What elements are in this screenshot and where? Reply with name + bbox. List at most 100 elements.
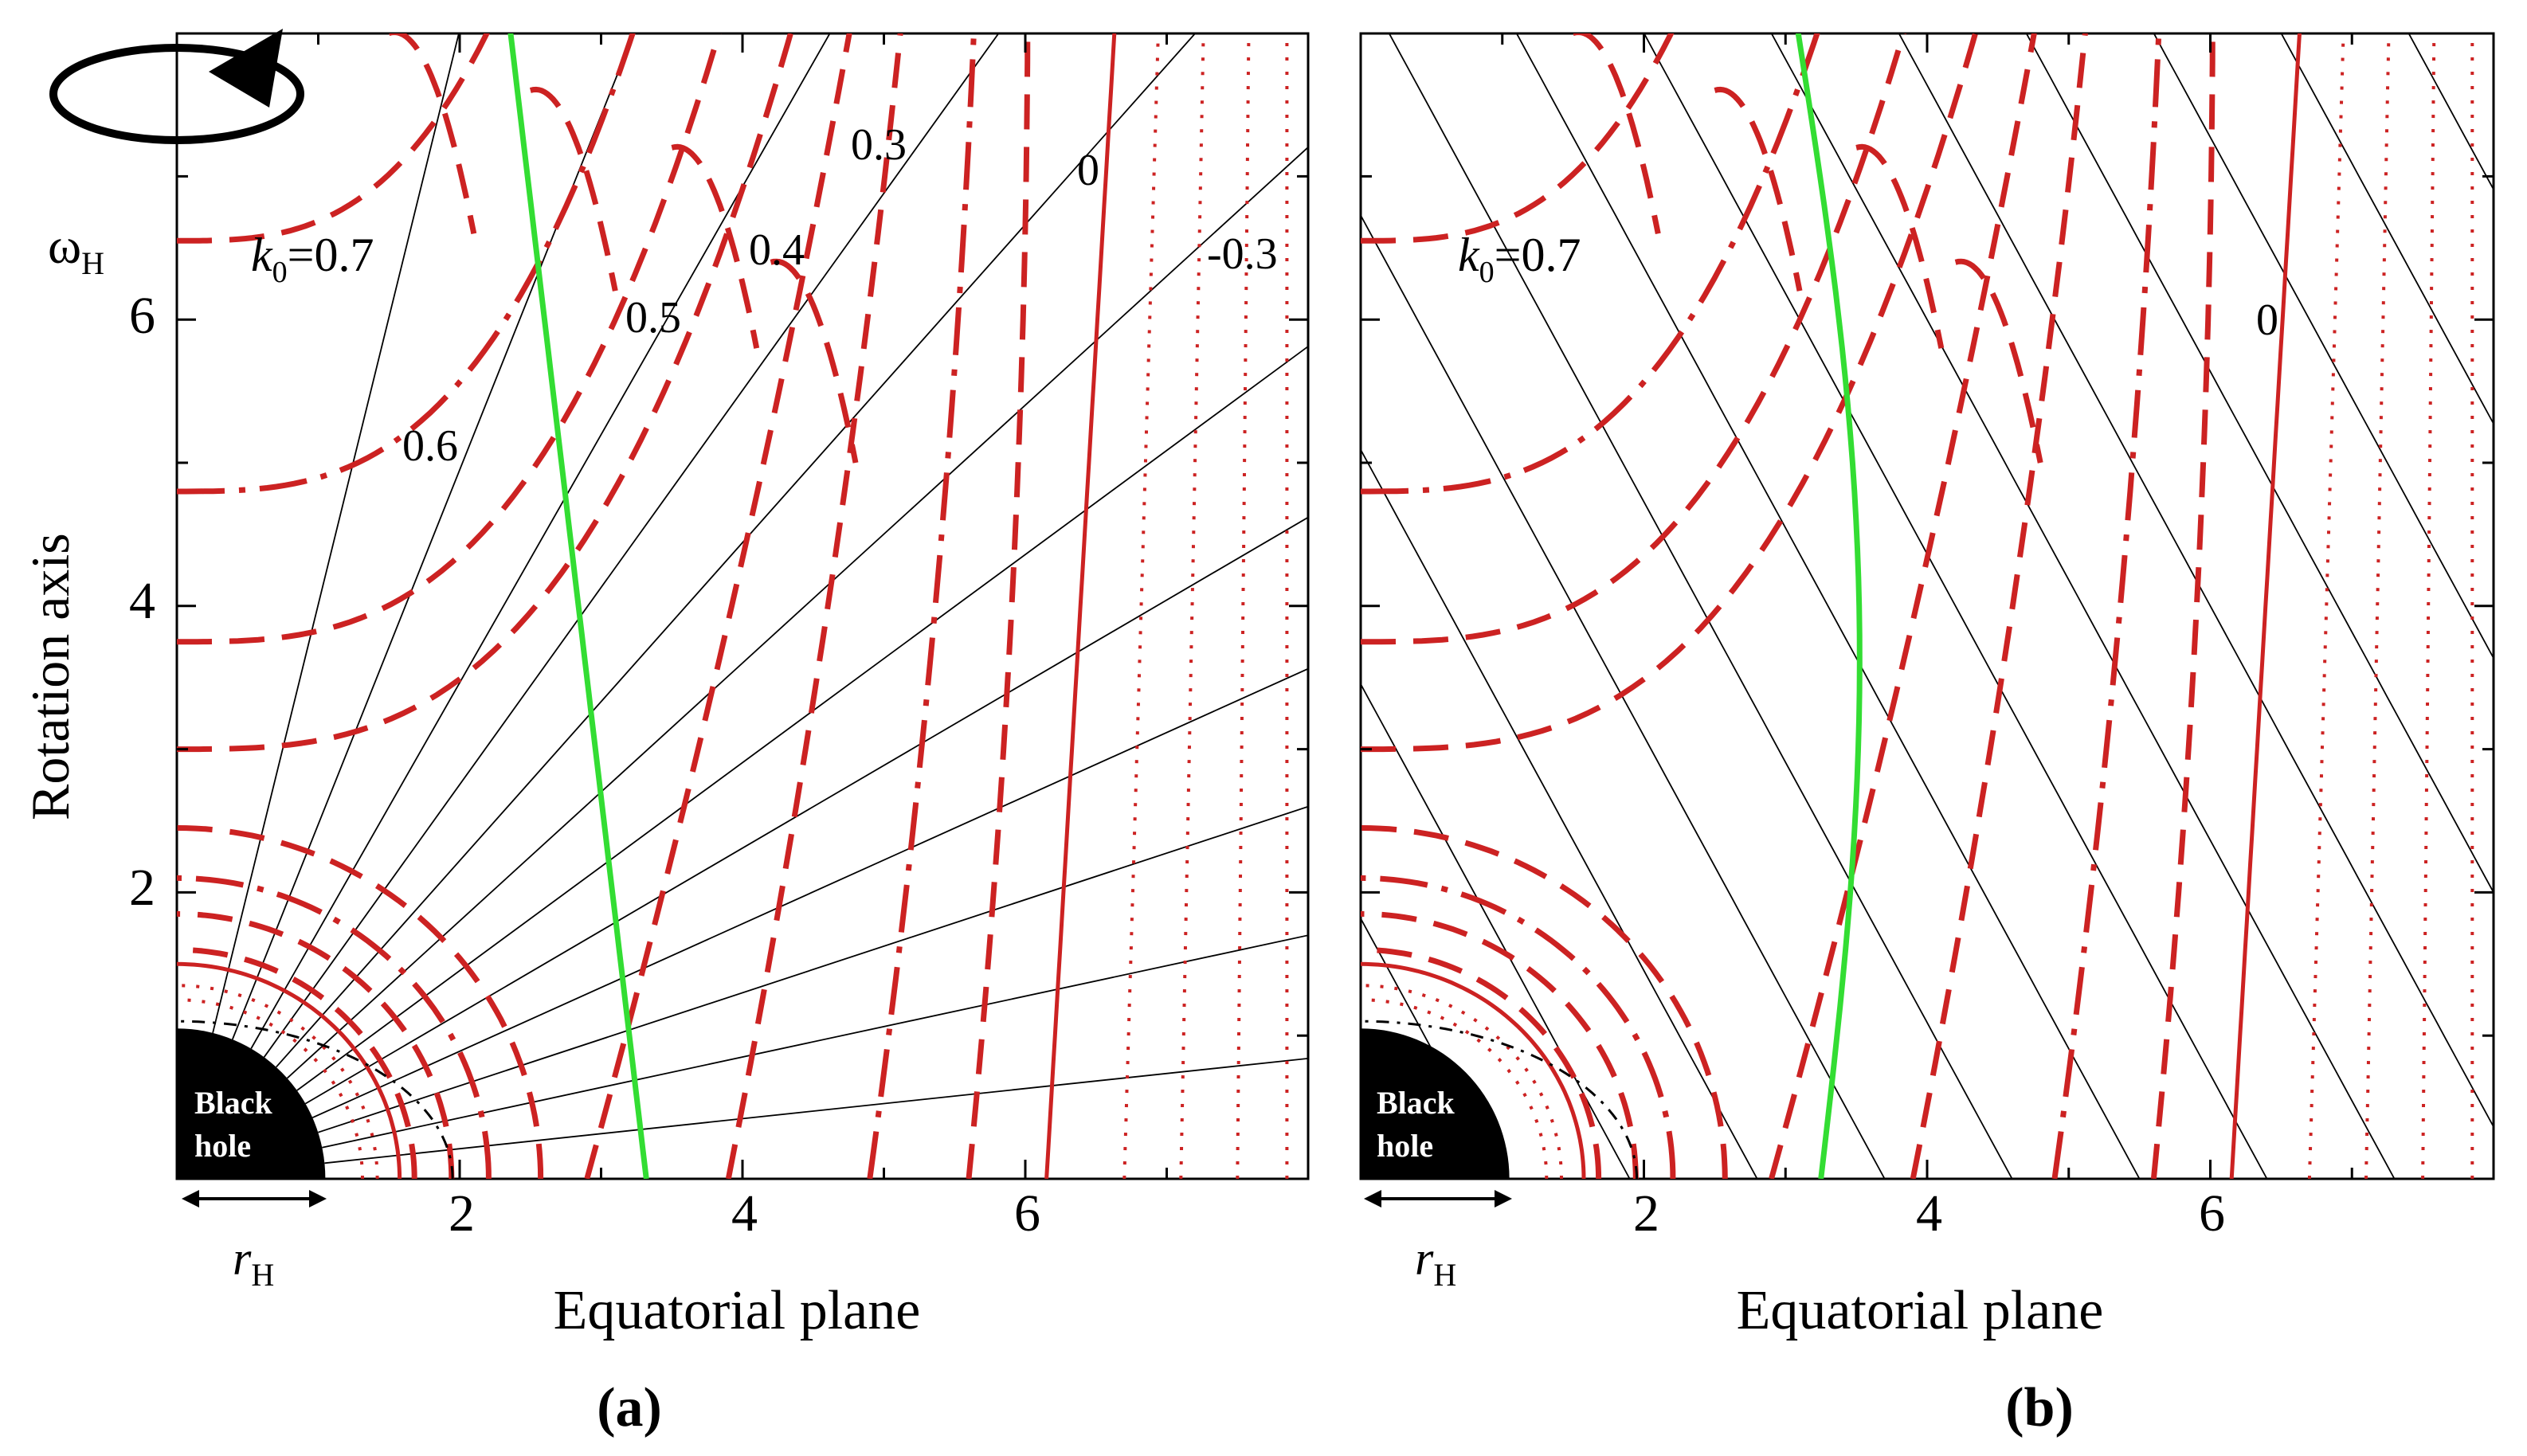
field-line xyxy=(322,934,1308,1149)
x-axis-title-a: Equatorial plane xyxy=(554,1280,921,1341)
field-line xyxy=(2025,33,2494,894)
black-hole-disk xyxy=(1361,1028,1510,1179)
panel-b-ticks xyxy=(1361,33,2494,1179)
y-tick-label-6: 6 xyxy=(129,287,155,345)
ergosphere-boundary xyxy=(177,1020,454,1179)
omega-h-label: ωH xyxy=(48,217,104,281)
potential-contour xyxy=(1361,910,1639,1179)
contour-label-0-6: 0.6 xyxy=(402,421,458,471)
potential-contour xyxy=(1236,33,1251,1179)
potential-contour xyxy=(2364,33,2391,1179)
panel-b-field-lines xyxy=(1361,33,2494,1179)
potential-contour xyxy=(177,33,490,244)
y-axis-title: Rotation axis xyxy=(20,533,80,820)
x-axis-title-b: Equatorial plane xyxy=(1737,1280,2104,1341)
field-line xyxy=(212,33,460,1034)
panel-a-potential-contours xyxy=(177,33,1289,1179)
potential-contour xyxy=(177,33,794,753)
panel-b-black-hole-region xyxy=(1361,1028,1510,1179)
field-line xyxy=(304,516,1308,1105)
contour-label-0: 0 xyxy=(1077,146,1099,195)
ergosphere-boundary xyxy=(1361,1020,1639,1179)
potential-contour xyxy=(1361,825,1728,1179)
y-tick-label-2: 2 xyxy=(129,859,155,917)
field-line xyxy=(1643,33,2268,1179)
potential-contour xyxy=(966,33,1031,1179)
potential-contour xyxy=(867,33,977,1179)
field-line xyxy=(250,33,831,1049)
field-line xyxy=(1898,33,2494,1129)
potential-contour xyxy=(1122,33,1160,1179)
black-hole-disk xyxy=(177,1028,326,1179)
panel-label-a: (a) xyxy=(597,1377,662,1438)
field-line xyxy=(1361,213,1886,1179)
field-line xyxy=(2280,33,2494,425)
potential-contour xyxy=(177,33,722,645)
potential-contour xyxy=(177,910,455,1179)
rotation-indicator: ωH xyxy=(48,29,304,281)
panel-a-black-hole-region xyxy=(177,1028,326,1179)
black-hole-label-b: Black hole xyxy=(1377,1085,1455,1164)
x-tick-label-b-2: 2 xyxy=(1633,1184,1659,1243)
potential-contour xyxy=(529,86,618,292)
x-tick-label-a-4: 4 xyxy=(731,1184,758,1243)
potential-contour xyxy=(1954,258,2043,464)
panel-a-ticks xyxy=(177,33,1308,1179)
horizon-radius-arrow-b xyxy=(1364,1190,1512,1207)
field-line xyxy=(1361,682,1631,1179)
contour-label-minus-0-3: -0.3 xyxy=(1207,229,1278,279)
field-line xyxy=(1361,917,1503,1179)
panel-b-light-surface xyxy=(1795,33,1863,1179)
potential-contour xyxy=(770,258,859,464)
potential-contour xyxy=(1714,86,1803,292)
potential-contour xyxy=(1179,33,1205,1179)
potential-contour xyxy=(177,875,492,1179)
field-line xyxy=(1515,33,2141,1179)
panel-a-plot: 0.6 0.5 0.4 0.3 0 -0.3 k0=0.7 Black hole xyxy=(175,32,1310,1180)
potential-contour xyxy=(389,33,477,235)
field-line xyxy=(2153,33,2494,660)
rh-label-a: rH xyxy=(233,1232,274,1293)
contour-label-0-3: 0.3 xyxy=(851,120,907,170)
x-tick-label-b-6: 6 xyxy=(2199,1184,2225,1243)
potential-contour xyxy=(177,946,417,1179)
panel-label-b: (b) xyxy=(2005,1377,2074,1438)
panel-b-potential-contours xyxy=(1361,33,2474,1179)
black-hole-text-line2: hole xyxy=(194,1128,251,1164)
field-line xyxy=(276,33,1197,1068)
light-surface-line xyxy=(507,33,649,1179)
potential-contour xyxy=(1361,33,1820,495)
potential-contour xyxy=(2229,33,2302,1179)
potential-contour xyxy=(1361,33,1979,753)
x-tick-label-b-4: 4 xyxy=(1916,1184,1942,1243)
y-tick-label-4: 4 xyxy=(129,572,155,630)
k0-label-a: k0=0.7 xyxy=(251,229,374,289)
rotation-arrow-icon xyxy=(209,29,283,108)
contour-label-0-4: 0.4 xyxy=(749,225,805,275)
rotation-ellipse xyxy=(49,44,304,144)
x-tick-label-a-2: 2 xyxy=(449,1184,475,1243)
potential-contour xyxy=(1361,961,1586,1179)
field-line xyxy=(2408,33,2494,191)
field-line xyxy=(1361,448,1758,1179)
potential-contour xyxy=(177,961,402,1179)
field-line xyxy=(311,667,1308,1119)
field-line xyxy=(286,146,1308,1079)
black-hole-label-a: Black hole xyxy=(194,1085,273,1164)
potential-contour xyxy=(2150,33,2216,1179)
contour-label-0-5: 0.5 xyxy=(625,293,681,342)
rh-label-b: rH xyxy=(1415,1232,1456,1293)
black-hole-text-line2-b: hole xyxy=(1377,1128,1433,1164)
potential-contour xyxy=(725,33,903,1179)
field-line xyxy=(318,805,1308,1133)
potential-contour xyxy=(1361,946,1602,1179)
field-line xyxy=(263,33,1000,1058)
potential-contour xyxy=(1573,33,1661,235)
light-surface-line xyxy=(1795,33,1863,1179)
panel-a-light-surface xyxy=(507,33,649,1179)
potential-contour xyxy=(1044,33,1117,1179)
field-line xyxy=(324,1057,1308,1164)
potential-contour xyxy=(1910,33,2088,1179)
potential-contour xyxy=(1769,33,2037,1179)
